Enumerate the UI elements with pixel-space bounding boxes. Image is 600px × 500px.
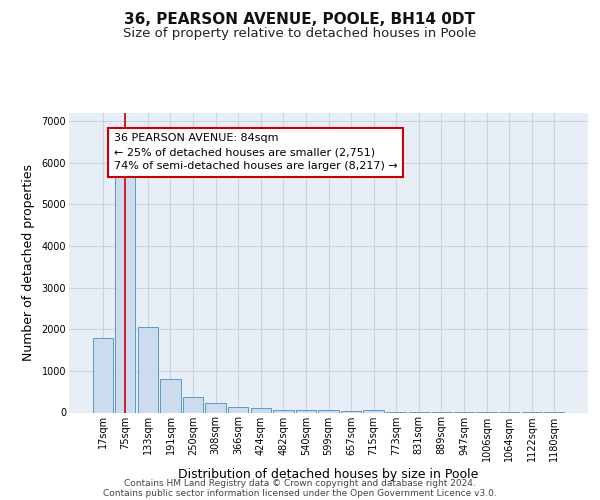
Bar — [251, 408, 271, 412]
Bar — [160, 379, 181, 412]
X-axis label: Distribution of detached houses by size in Poole: Distribution of detached houses by size … — [178, 468, 479, 480]
Bar — [273, 410, 293, 412]
Bar — [319, 410, 338, 412]
Bar — [138, 327, 158, 412]
Bar — [364, 410, 384, 412]
Text: Size of property relative to detached houses in Poole: Size of property relative to detached ho… — [124, 28, 476, 40]
Bar — [228, 407, 248, 412]
Text: 36, PEARSON AVENUE, POOLE, BH14 0DT: 36, PEARSON AVENUE, POOLE, BH14 0DT — [125, 12, 476, 28]
Text: Contains public sector information licensed under the Open Government Licence v3: Contains public sector information licen… — [103, 488, 497, 498]
Bar — [205, 403, 226, 412]
Text: Contains HM Land Registry data © Crown copyright and database right 2024.: Contains HM Land Registry data © Crown c… — [124, 478, 476, 488]
Bar — [183, 397, 203, 412]
Bar — [341, 411, 361, 412]
Bar — [92, 338, 113, 412]
Y-axis label: Number of detached properties: Number of detached properties — [22, 164, 35, 361]
Text: 36 PEARSON AVENUE: 84sqm
← 25% of detached houses are smaller (2,751)
74% of sem: 36 PEARSON AVENUE: 84sqm ← 25% of detach… — [114, 134, 398, 172]
Bar — [296, 410, 316, 412]
Bar — [115, 173, 136, 412]
